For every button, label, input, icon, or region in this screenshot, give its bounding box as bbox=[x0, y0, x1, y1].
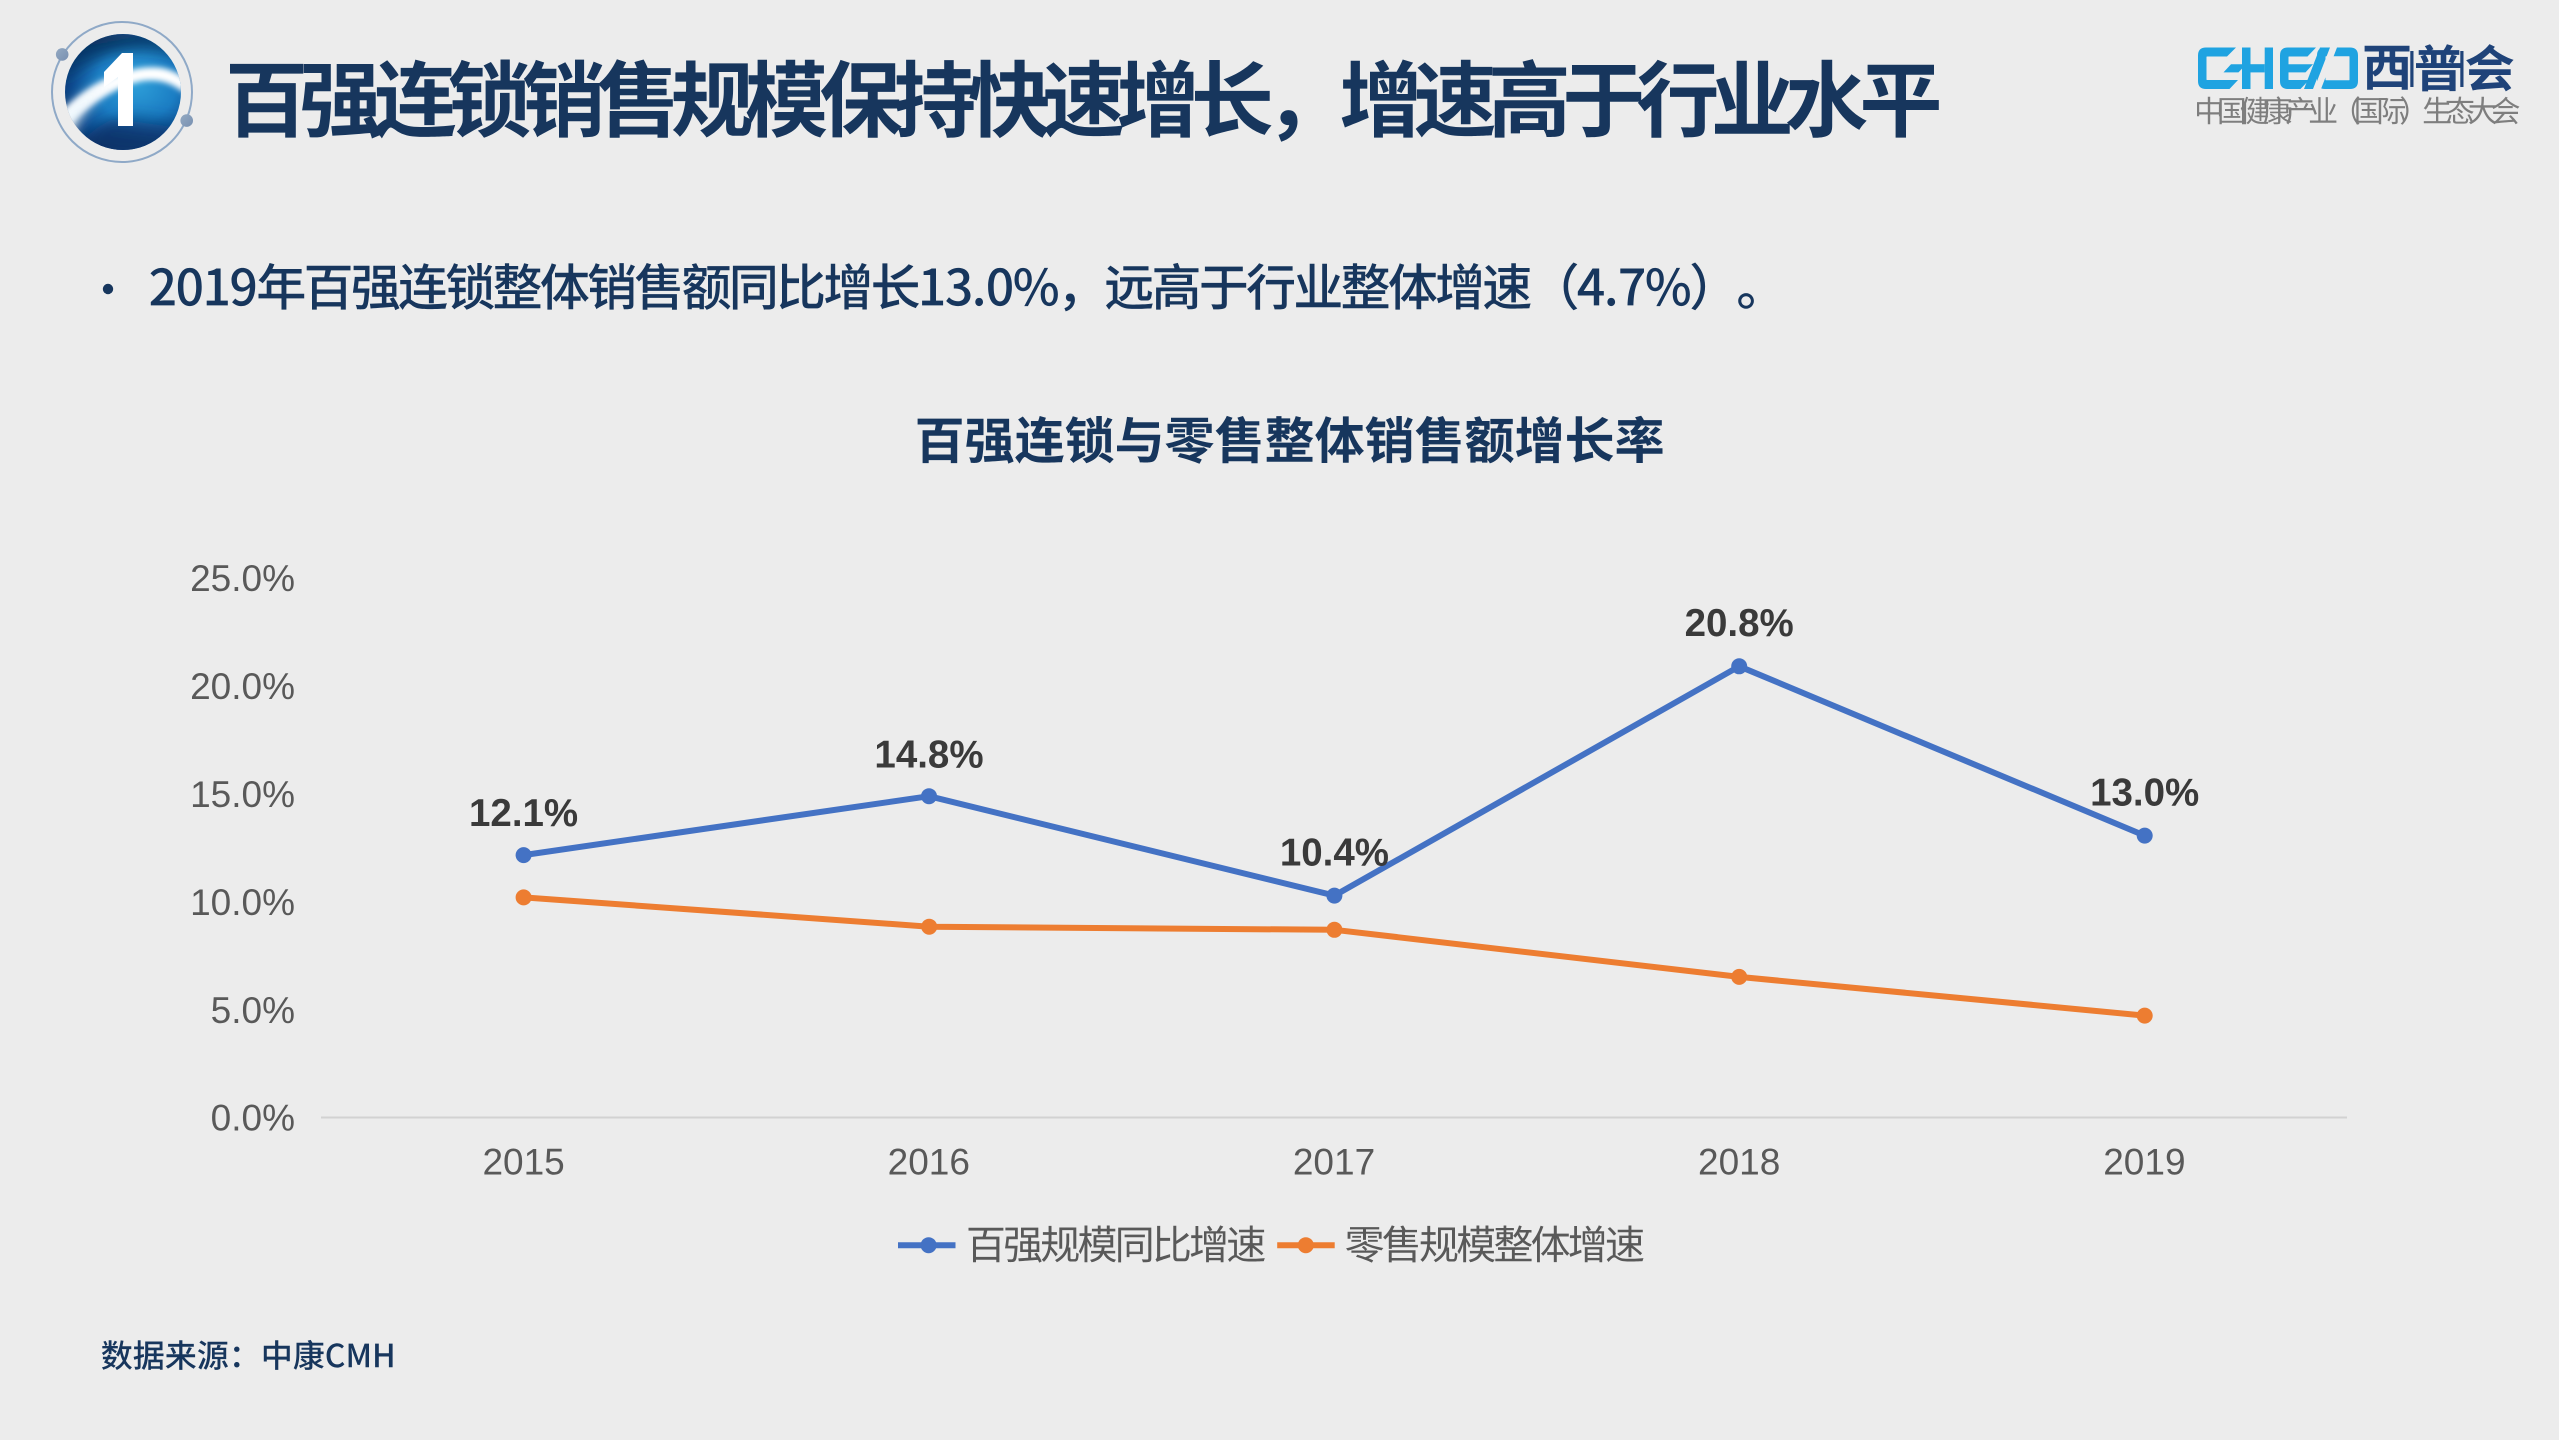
svg-text:2018: 2018 bbox=[1698, 1142, 1780, 1183]
svg-text:2015: 2015 bbox=[482, 1142, 564, 1183]
svg-text:15.0%: 15.0% bbox=[190, 774, 295, 815]
svg-text:20.8%: 20.8% bbox=[1685, 602, 1794, 645]
svg-text:10.4%: 10.4% bbox=[1280, 831, 1389, 874]
svg-text:2019: 2019 bbox=[2103, 1142, 2185, 1183]
svg-text:5.0%: 5.0% bbox=[211, 990, 295, 1031]
svg-text:2017: 2017 bbox=[1293, 1142, 1375, 1183]
svg-text:10.0%: 10.0% bbox=[190, 882, 295, 923]
svg-text:12.1%: 12.1% bbox=[469, 792, 578, 835]
svg-text:13.0%: 13.0% bbox=[2090, 771, 2199, 814]
svg-text:25.0%: 25.0% bbox=[190, 558, 295, 599]
svg-text:2016: 2016 bbox=[888, 1142, 970, 1183]
svg-text:14.8%: 14.8% bbox=[874, 733, 983, 776]
svg-text:20.0%: 20.0% bbox=[190, 666, 295, 707]
svg-text:0.0%: 0.0% bbox=[211, 1098, 295, 1139]
